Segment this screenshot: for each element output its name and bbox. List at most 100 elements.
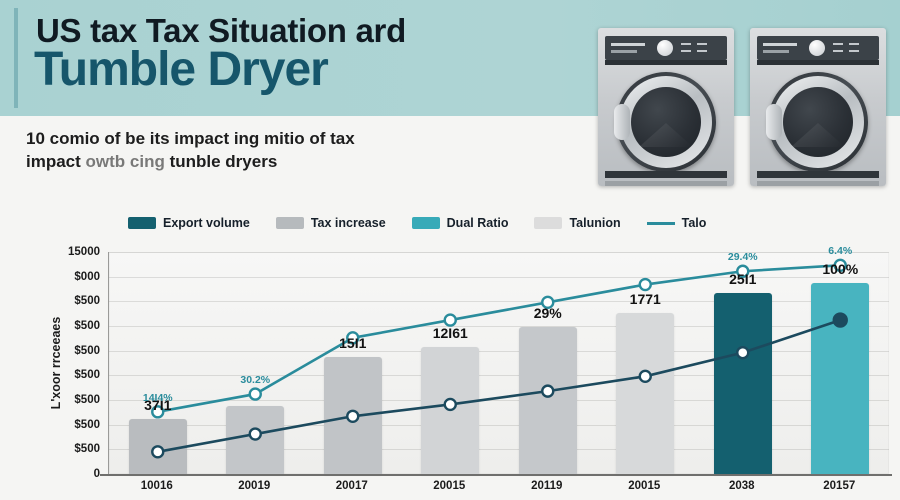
x-axis-tick-label: 10016 bbox=[140, 480, 173, 492]
display-bar-icon bbox=[763, 43, 797, 46]
door-glass bbox=[783, 87, 853, 157]
page-title-line-1: US tax Tax Situation ard bbox=[36, 12, 406, 49]
grid-line bbox=[109, 350, 889, 352]
x-axis-tick-label: 20015 bbox=[628, 480, 661, 492]
line-data-point[interactable] bbox=[832, 312, 848, 328]
chart-container: Export volume Tax increase Dual Ratio Talun… bbox=[0, 200, 900, 500]
panel-tick-icon bbox=[849, 50, 859, 52]
legend-swatch-icon bbox=[275, 217, 304, 229]
subtitle-line-1: 10 comio of be its impact ing mitio of t… bbox=[26, 129, 355, 148]
x-axis-line bbox=[100, 474, 892, 476]
legend-item-3[interactable]: Talunion bbox=[534, 216, 621, 230]
door-glass bbox=[631, 87, 701, 157]
chart-bar[interactable] bbox=[713, 293, 772, 474]
x-axis-tick-label: 20019 bbox=[238, 480, 271, 492]
x-axis-tick-labels: 10016 20019 20017 20015 20119 20015 2038 20157 bbox=[108, 480, 888, 500]
dryer-base-light bbox=[757, 181, 879, 186]
line-data-point[interactable] bbox=[638, 369, 652, 384]
dryer-illustration-group bbox=[598, 28, 888, 190]
door-handle-icon bbox=[766, 104, 782, 140]
grid-line bbox=[109, 424, 889, 426]
legend-item-0[interactable]: Export volume bbox=[128, 216, 250, 230]
y-axis-tick-label: $500 bbox=[74, 443, 100, 456]
door-ring-outer bbox=[766, 72, 868, 172]
display-bar-secondary-icon bbox=[611, 50, 637, 53]
line-path-dual-ratio bbox=[157, 318, 841, 454]
header-accent-rule bbox=[14, 8, 18, 108]
panel-tick-icon bbox=[697, 50, 707, 52]
legend-swatch-icon bbox=[128, 217, 156, 229]
line-data-point[interactable] bbox=[736, 345, 750, 360]
line-data-point[interactable] bbox=[346, 409, 360, 423]
control-panel bbox=[757, 36, 879, 60]
y-axis-tick-label: $000 bbox=[74, 270, 100, 283]
bar-value-label: 1771 bbox=[629, 290, 661, 307]
dryer-base-dark bbox=[605, 171, 727, 178]
line-data-point[interactable] bbox=[443, 313, 457, 327]
chart-legend: Export volume Tax increase Dual Ratio Talun… bbox=[128, 212, 828, 234]
grid-line bbox=[109, 301, 889, 303]
dryer-base-light bbox=[605, 181, 727, 186]
panel-tick-icon bbox=[681, 43, 691, 45]
door-ring-inner bbox=[772, 76, 864, 168]
legend-swatch-icon bbox=[534, 217, 563, 229]
panel-tick-icon bbox=[681, 50, 691, 52]
x-axis-tick-label: 20119 bbox=[531, 480, 563, 492]
chart-bar[interactable] bbox=[616, 312, 675, 474]
line-data-point[interactable] bbox=[346, 331, 360, 345]
x-axis-tick-label: 20015 bbox=[433, 480, 466, 492]
legend-item-2[interactable]: Dual Ratio bbox=[411, 216, 509, 230]
bar-value-label: 25I1 bbox=[729, 271, 757, 288]
legend-label: Tax increase bbox=[310, 216, 386, 230]
line-data-point[interactable] bbox=[248, 427, 262, 441]
chart-bar[interactable] bbox=[518, 327, 577, 474]
display-bar-icon bbox=[611, 43, 645, 46]
x-axis-tick-label: 20017 bbox=[335, 480, 368, 492]
page-subtitle: 10 comio of be its impact ing mitio of t… bbox=[26, 128, 446, 174]
bar-value-label: 100% bbox=[822, 261, 859, 278]
y-axis-tick-label: $500 bbox=[74, 295, 100, 308]
legend-swatch-icon bbox=[646, 221, 675, 225]
line-data-point[interactable] bbox=[443, 397, 457, 412]
legend-label: Export volume bbox=[163, 216, 250, 230]
page-title-line-2: Tumble Dryer bbox=[34, 43, 329, 96]
bar-value-label: 12I61 bbox=[432, 324, 468, 341]
line-data-point[interactable] bbox=[638, 277, 652, 292]
line-data-point[interactable] bbox=[151, 445, 165, 459]
tumble-dryer-icon-left bbox=[598, 28, 734, 186]
y-axis-tick-label: $500 bbox=[74, 320, 100, 332]
line-data-point[interactable] bbox=[541, 295, 555, 310]
line-data-point[interactable] bbox=[151, 405, 165, 419]
legend-item-4[interactable]: Talo bbox=[646, 216, 706, 230]
grid-line bbox=[109, 375, 889, 377]
line-data-point[interactable] bbox=[248, 387, 262, 401]
dial-knob-icon bbox=[657, 40, 673, 56]
grid-line bbox=[109, 400, 889, 401]
legend-label: Dual Ratio bbox=[446, 216, 509, 230]
glass-sheen bbox=[791, 123, 845, 147]
y-axis-tick-label: $500 bbox=[74, 418, 100, 431]
y-axis-tick-label: $500 bbox=[74, 394, 100, 406]
grid-line bbox=[109, 449, 889, 451]
legend-swatch-icon bbox=[411, 217, 440, 229]
subtitle-line-2-c: tunble dryers bbox=[169, 151, 278, 171]
line-point-label: 14I4% bbox=[142, 391, 173, 404]
chart-plot-area: 37I1 15I1 12I61 29% 1771 25I1 100% 14I4% 30.2% 29… bbox=[108, 245, 889, 475]
y-axis-title: L'хoor rrceeaes bbox=[49, 316, 63, 410]
subtitle-line-2-b: owtb cing bbox=[85, 151, 170, 171]
door-handle-icon bbox=[614, 104, 630, 140]
door-ring-outer bbox=[614, 72, 716, 172]
y-axis-tick-labels: L'хoor rrceeaes 15000 $000 $500 $500 $500 $50… bbox=[36, 246, 100, 486]
panel-shadow bbox=[605, 60, 727, 65]
line-point-label: 29.4% bbox=[727, 251, 758, 264]
display-bar-secondary-icon bbox=[763, 50, 789, 53]
line-data-point[interactable] bbox=[833, 258, 847, 273]
legend-item-1[interactable]: Tax increase bbox=[275, 216, 386, 230]
line-data-point[interactable] bbox=[736, 264, 750, 278]
line-data-point[interactable] bbox=[541, 384, 555, 398]
panel-tick-icon bbox=[849, 43, 859, 45]
door-ring-inner bbox=[620, 76, 712, 168]
dryer-base-dark bbox=[757, 171, 879, 178]
bar-value-label: 37I1 bbox=[144, 397, 172, 414]
panel-tick-icon bbox=[833, 43, 843, 45]
